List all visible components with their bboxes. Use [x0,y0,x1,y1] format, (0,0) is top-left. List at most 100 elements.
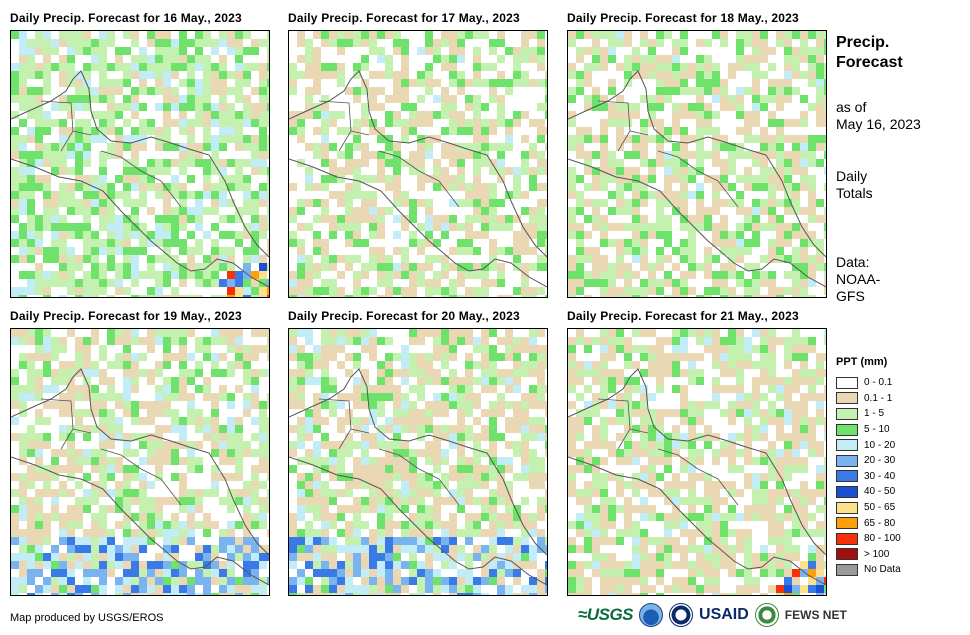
precip-cell [91,103,99,111]
precip-cell [19,127,27,135]
precip-cell [107,55,115,63]
precip-cell [497,433,505,441]
precip-cell [792,207,800,215]
precip-cell [433,247,441,255]
precip-cell [441,279,449,287]
precip-cell [259,409,267,417]
precip-cell [203,47,211,55]
precip-cell [35,449,43,457]
precip-cell [441,63,449,71]
precip-cell [688,55,696,63]
precip-cell [195,505,203,513]
precip-cell [600,159,608,167]
precip-cell [251,561,259,569]
precip-cell [115,369,123,377]
precip-cell [297,393,305,401]
precip-cell [99,569,107,577]
precip-cell [147,215,155,223]
precip-cell [289,151,297,159]
precip-cell [171,63,179,71]
precip-cell [337,39,345,47]
precip-cell [656,39,664,47]
precip-cell [243,497,251,505]
precip-cell [441,345,449,353]
precip-cell [457,393,465,401]
precip-cell [473,119,481,127]
precip-cell [776,111,784,119]
precip-cell [361,215,369,223]
precip-cell [345,353,353,361]
precip-cell [259,159,267,167]
precip-cell [107,505,115,513]
precip-cell [313,143,321,151]
precip-cell [115,239,123,247]
precip-cell [688,295,696,297]
precip-cell [67,87,75,95]
precip-cell [83,569,91,577]
precip-cell [409,31,417,39]
precip-cell [83,513,91,521]
precip-cell [35,561,43,569]
precip-cell [776,279,784,287]
precip-cell [337,247,345,255]
precip-cell [465,167,473,175]
precip-cell [155,167,163,175]
precip-cell [728,215,736,223]
precip-cell [704,287,712,295]
precip-cell [227,585,235,593]
precip-cell [712,127,720,135]
precip-cell [115,449,123,457]
precip-cell [545,47,547,55]
precip-cell [568,191,576,199]
precip-cell [43,71,51,79]
precip-cell [353,143,361,151]
precip-cell [529,353,537,361]
precip-cell [409,215,417,223]
precip-cell [115,425,123,433]
precip-cell [329,377,337,385]
precip-cell [656,135,664,143]
precip-cell [377,215,385,223]
precip-cell [608,71,616,79]
precip-cell [195,95,203,103]
precip-cell [393,295,401,297]
precip-cell [297,143,305,151]
precip-cell [568,287,576,295]
precip-cell [139,255,147,263]
precip-cell [259,337,267,345]
precip-cell [51,255,59,263]
precip-cell [664,143,672,151]
precip-cell [67,417,75,425]
precip-cell [497,71,505,79]
precip-cell [43,433,51,441]
precip-cell [235,143,243,151]
precip-cell [297,223,305,231]
precip-cell [297,47,305,55]
precip-cell [203,345,211,353]
precip-cell [417,87,425,95]
precip-cell [35,79,43,87]
precip-cell [305,271,313,279]
precip-cell [235,553,243,561]
precip-cell [744,79,752,87]
precip-cell [361,87,369,95]
precip-cell [115,119,123,127]
precip-cell [131,465,139,473]
precip-cell [369,401,377,409]
precip-cell [441,95,449,103]
precip-cell [99,79,107,87]
precip-cell [712,151,720,159]
precip-cell [321,287,329,295]
precip-cell [27,345,35,353]
precip-cell [584,247,592,255]
precip-cell [59,111,67,119]
precip-cell [704,63,712,71]
precip-cell [35,329,43,337]
precip-cell [489,71,497,79]
precip-cell [107,353,115,361]
precip-cell [235,119,243,127]
precip-cell [768,231,776,239]
precip-cell [19,337,27,345]
precip-cell [465,263,473,271]
precip-cell [187,159,195,167]
